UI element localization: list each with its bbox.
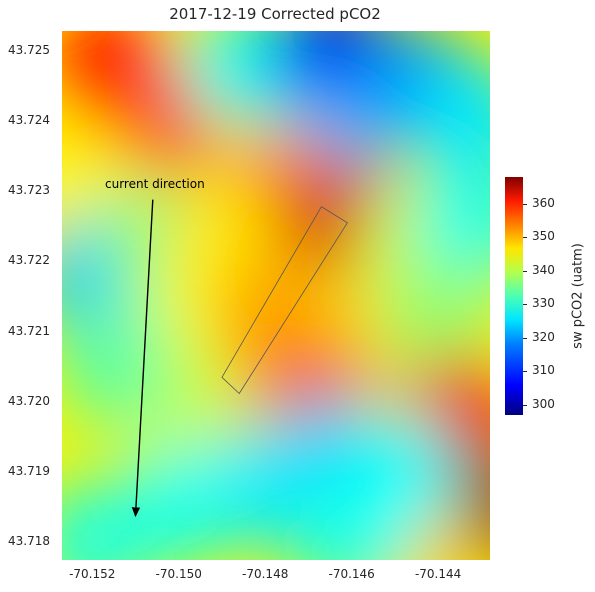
- y-tick-label: 43.724: [8, 112, 50, 127]
- y-tick-label: 43.719: [8, 464, 50, 479]
- colorbar-tick-mark: [523, 203, 527, 205]
- colorbar-tick-label: 350: [532, 229, 555, 244]
- colorbar-tick-label: 310: [532, 363, 555, 378]
- colorbar-tick-mark: [523, 404, 527, 406]
- x-tick-label: -70.152: [69, 567, 116, 581]
- heatmap-plot-area: [62, 31, 490, 560]
- colorbar-tick-label: 340: [532, 262, 555, 277]
- y-tick-label: 43.725: [8, 42, 50, 57]
- colorbar-tick-mark: [523, 237, 527, 239]
- colorbar: [505, 177, 523, 415]
- heatmap-sample-30: [332, 410, 457, 535]
- heatmap-sample-5: [410, 58, 490, 183]
- y-tick-label: 43.718: [8, 534, 50, 549]
- heatmap-field: [62, 31, 490, 560]
- overlay-layer: [131, 199, 348, 518]
- colorbar-tick-mark: [523, 371, 527, 373]
- colorbar-tick-label: 360: [532, 195, 555, 210]
- colorbar-tick-label: 330: [532, 296, 555, 311]
- colorbar-tick-mark: [523, 337, 527, 339]
- y-tick-label: 43.721: [8, 323, 50, 338]
- colorbar-tick-mark: [523, 304, 527, 306]
- colorbar-label: sw pCO2 (uatm): [570, 243, 586, 349]
- chart-title: 2017-12-19 Corrected pCO2: [169, 5, 381, 23]
- x-tick-label: -70.144: [414, 567, 462, 581]
- x-tick-label: -70.150: [155, 567, 202, 581]
- colorbar-tick-label: 320: [532, 329, 555, 344]
- track-box: [221, 206, 348, 395]
- x-tick-label: -70.148: [242, 567, 289, 581]
- heatmap-sample-21: [62, 304, 176, 429]
- colorbar-tick-mark: [523, 270, 527, 272]
- heatmap-sample-28: [62, 480, 155, 560]
- y-tick-label: 43.722: [8, 253, 50, 268]
- current-direction-label: current direction: [105, 177, 205, 191]
- current-direction-arrow: [131, 199, 154, 518]
- y-tick-label: 43.723: [8, 183, 50, 198]
- y-tick-label: 43.720: [8, 393, 50, 408]
- heatmap-sample-18: [376, 255, 490, 380]
- colorbar-tick-label: 300: [532, 396, 555, 411]
- x-tick-label: -70.146: [328, 567, 375, 581]
- heatmap-svg: [62, 31, 490, 560]
